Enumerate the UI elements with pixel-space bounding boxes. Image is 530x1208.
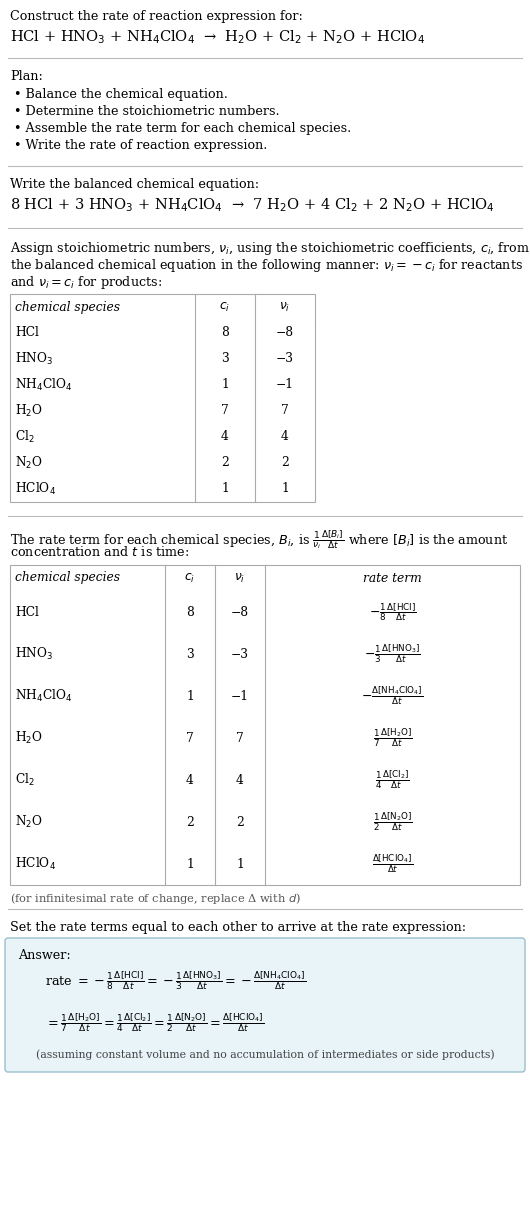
Text: 4: 4 [186, 773, 194, 786]
Text: Write the balanced chemical equation:: Write the balanced chemical equation: [10, 178, 259, 191]
Text: Cl$_2$: Cl$_2$ [15, 772, 35, 788]
Text: N$_2$O: N$_2$O [15, 455, 43, 471]
Text: HClO$_4$: HClO$_4$ [15, 856, 56, 872]
Text: −3: −3 [276, 353, 294, 366]
Text: HCl: HCl [15, 605, 39, 618]
Text: −3: −3 [231, 647, 249, 661]
Text: N$_2$O: N$_2$O [15, 814, 43, 830]
Text: • Assemble the rate term for each chemical species.: • Assemble the rate term for each chemic… [14, 122, 351, 135]
Text: Answer:: Answer: [18, 949, 70, 962]
Text: 7: 7 [186, 732, 194, 744]
Text: 7: 7 [221, 405, 229, 418]
Text: $\frac{1}{4}\frac{\Delta[\mathrm{Cl_2}]}{\Delta t}$: $\frac{1}{4}\frac{\Delta[\mathrm{Cl_2}]}… [375, 768, 410, 791]
Text: 4: 4 [236, 773, 244, 786]
Text: 2: 2 [221, 457, 229, 470]
Text: Construct the rate of reaction expression for:: Construct the rate of reaction expressio… [10, 10, 303, 23]
Text: H$_2$O: H$_2$O [15, 403, 43, 419]
Text: 2: 2 [186, 815, 194, 829]
Text: concentration and $t$ is time:: concentration and $t$ is time: [10, 545, 190, 559]
Text: 1: 1 [281, 482, 289, 495]
Text: HCl: HCl [15, 326, 39, 339]
Text: HNO$_3$: HNO$_3$ [15, 646, 53, 662]
Text: (for infinitesimal rate of change, replace Δ with $d$): (for infinitesimal rate of change, repla… [10, 892, 301, 906]
Text: 3: 3 [186, 647, 194, 661]
Text: 8: 8 [221, 326, 229, 339]
Text: 4: 4 [281, 430, 289, 443]
Bar [10, 294, 315, 503]
Text: 1: 1 [236, 858, 244, 871]
Text: chemical species: chemical species [15, 301, 120, 314]
Text: NH$_4$ClO$_4$: NH$_4$ClO$_4$ [15, 377, 73, 393]
Text: 8 HCl + 3 HNO$_3$ + NH$_4$ClO$_4$  →  7 H$_2$O + 4 Cl$_2$ + 2 N$_2$O + HClO$_4$: 8 HCl + 3 HNO$_3$ + NH$_4$ClO$_4$ → 7 H$… [10, 196, 494, 214]
Text: −8: −8 [276, 326, 294, 339]
Text: 1: 1 [186, 858, 194, 871]
Text: $= \frac{1}{7}\frac{\Delta[\mathrm{H_2O}]}{\Delta t} = \frac{1}{4}\frac{\Delta[\: $= \frac{1}{7}\frac{\Delta[\mathrm{H_2O}… [45, 1011, 264, 1034]
Text: HCl + HNO$_3$ + NH$_4$ClO$_4$  →  H$_2$O + Cl$_2$ + N$_2$O + HClO$_4$: HCl + HNO$_3$ + NH$_4$ClO$_4$ → H$_2$O +… [10, 28, 425, 46]
Text: $c_i$: $c_i$ [219, 301, 231, 314]
Text: HClO$_4$: HClO$_4$ [15, 481, 56, 496]
Text: $\frac{\Delta[\mathrm{HClO_4}]}{\Delta t}$: $\frac{\Delta[\mathrm{HClO_4}]}{\Delta t… [372, 853, 413, 876]
Text: $c_i$: $c_i$ [184, 571, 196, 585]
Text: 2: 2 [281, 457, 289, 470]
Text: (assuming constant volume and no accumulation of intermediates or side products): (assuming constant volume and no accumul… [36, 1049, 494, 1059]
Text: H$_2$O: H$_2$O [15, 730, 43, 747]
Text: $\frac{1}{7}\frac{\Delta[\mathrm{H_2O}]}{\Delta t}$: $\frac{1}{7}\frac{\Delta[\mathrm{H_2O}]}… [373, 727, 412, 749]
Text: $\nu_i$: $\nu_i$ [279, 301, 290, 314]
Text: $-\frac{1}{3}\frac{\Delta[\mathrm{HNO_3}]}{\Delta t}$: $-\frac{1}{3}\frac{\Delta[\mathrm{HNO_3}… [364, 643, 421, 666]
Text: 1: 1 [186, 690, 194, 703]
Text: $\frac{1}{2}\frac{\Delta[\mathrm{N_2O}]}{\Delta t}$: $\frac{1}{2}\frac{\Delta[\mathrm{N_2O}]}… [373, 811, 412, 834]
Text: 8: 8 [186, 605, 194, 618]
Text: HNO$_3$: HNO$_3$ [15, 352, 53, 367]
Text: The rate term for each chemical species, $B_i$, is $\frac{1}{\nu_i}\frac{\Delta[: The rate term for each chemical species,… [10, 528, 508, 551]
Text: rate $= -\frac{1}{8}\frac{\Delta[\mathrm{HCl}]}{\Delta t} = -\frac{1}{3}\frac{\D: rate $= -\frac{1}{8}\frac{\Delta[\mathrm… [45, 969, 306, 992]
Text: 7: 7 [281, 405, 289, 418]
Bar [10, 565, 520, 885]
Text: rate term: rate term [363, 571, 422, 585]
Text: $-\frac{1}{8}\frac{\Delta[\mathrm{HCl}]}{\Delta t}$: $-\frac{1}{8}\frac{\Delta[\mathrm{HCl}]}… [369, 602, 416, 623]
Text: 2: 2 [236, 815, 244, 829]
Text: NH$_4$ClO$_4$: NH$_4$ClO$_4$ [15, 687, 73, 704]
Text: 1: 1 [221, 378, 229, 391]
Text: 3: 3 [221, 353, 229, 366]
Text: Cl$_2$: Cl$_2$ [15, 429, 35, 445]
Text: the balanced chemical equation in the following manner: $\nu_i = -c_i$ for react: the balanced chemical equation in the fo… [10, 257, 523, 274]
Text: −1: −1 [276, 378, 294, 391]
Text: chemical species: chemical species [15, 571, 120, 585]
Text: Set the rate terms equal to each other to arrive at the rate expression:: Set the rate terms equal to each other t… [10, 920, 466, 934]
Text: 7: 7 [236, 732, 244, 744]
Text: Assign stoichiometric numbers, $\nu_i$, using the stoichiometric coefficients, $: Assign stoichiometric numbers, $\nu_i$, … [10, 240, 530, 257]
Text: • Balance the chemical equation.: • Balance the chemical equation. [14, 88, 228, 101]
Text: $\nu_i$: $\nu_i$ [234, 571, 245, 585]
Text: 4: 4 [221, 430, 229, 443]
Text: −1: −1 [231, 690, 249, 703]
Text: 1: 1 [221, 482, 229, 495]
Text: $-\frac{\Delta[\mathrm{NH_4ClO_4}]}{\Delta t}$: $-\frac{\Delta[\mathrm{NH_4ClO_4}]}{\Del… [361, 685, 423, 708]
FancyBboxPatch shape [5, 937, 525, 1071]
Text: and $\nu_i = c_i$ for products:: and $\nu_i = c_i$ for products: [10, 274, 162, 291]
Text: Plan:: Plan: [10, 70, 43, 83]
Text: −8: −8 [231, 605, 249, 618]
Text: • Determine the stoichiometric numbers.: • Determine the stoichiometric numbers. [14, 105, 280, 118]
Text: • Write the rate of reaction expression.: • Write the rate of reaction expression. [14, 139, 267, 152]
